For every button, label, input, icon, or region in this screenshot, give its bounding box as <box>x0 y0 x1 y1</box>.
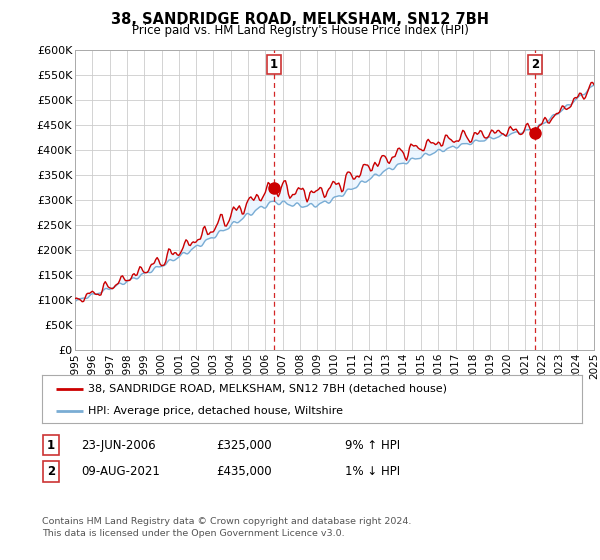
Text: Contains HM Land Registry data © Crown copyright and database right 2024.: Contains HM Land Registry data © Crown c… <box>42 517 412 526</box>
Text: £325,000: £325,000 <box>216 438 272 452</box>
Text: 9% ↑ HPI: 9% ↑ HPI <box>345 438 400 452</box>
Text: Price paid vs. HM Land Registry's House Price Index (HPI): Price paid vs. HM Land Registry's House … <box>131 24 469 37</box>
Text: 23-JUN-2006: 23-JUN-2006 <box>81 438 155 452</box>
Text: £435,000: £435,000 <box>216 465 272 478</box>
Text: HPI: Average price, detached house, Wiltshire: HPI: Average price, detached house, Wilt… <box>88 406 343 416</box>
Text: 38, SANDRIDGE ROAD, MELKSHAM, SN12 7BH: 38, SANDRIDGE ROAD, MELKSHAM, SN12 7BH <box>111 12 489 27</box>
Text: 09-AUG-2021: 09-AUG-2021 <box>81 465 160 478</box>
Text: 1% ↓ HPI: 1% ↓ HPI <box>345 465 400 478</box>
Text: 1: 1 <box>269 58 278 71</box>
Text: 38, SANDRIDGE ROAD, MELKSHAM, SN12 7BH (detached house): 38, SANDRIDGE ROAD, MELKSHAM, SN12 7BH (… <box>88 384 447 394</box>
Text: This data is licensed under the Open Government Licence v3.0.: This data is licensed under the Open Gov… <box>42 529 344 538</box>
Text: 2: 2 <box>47 465 55 478</box>
Text: 1: 1 <box>47 438 55 452</box>
Text: 2: 2 <box>531 58 539 71</box>
